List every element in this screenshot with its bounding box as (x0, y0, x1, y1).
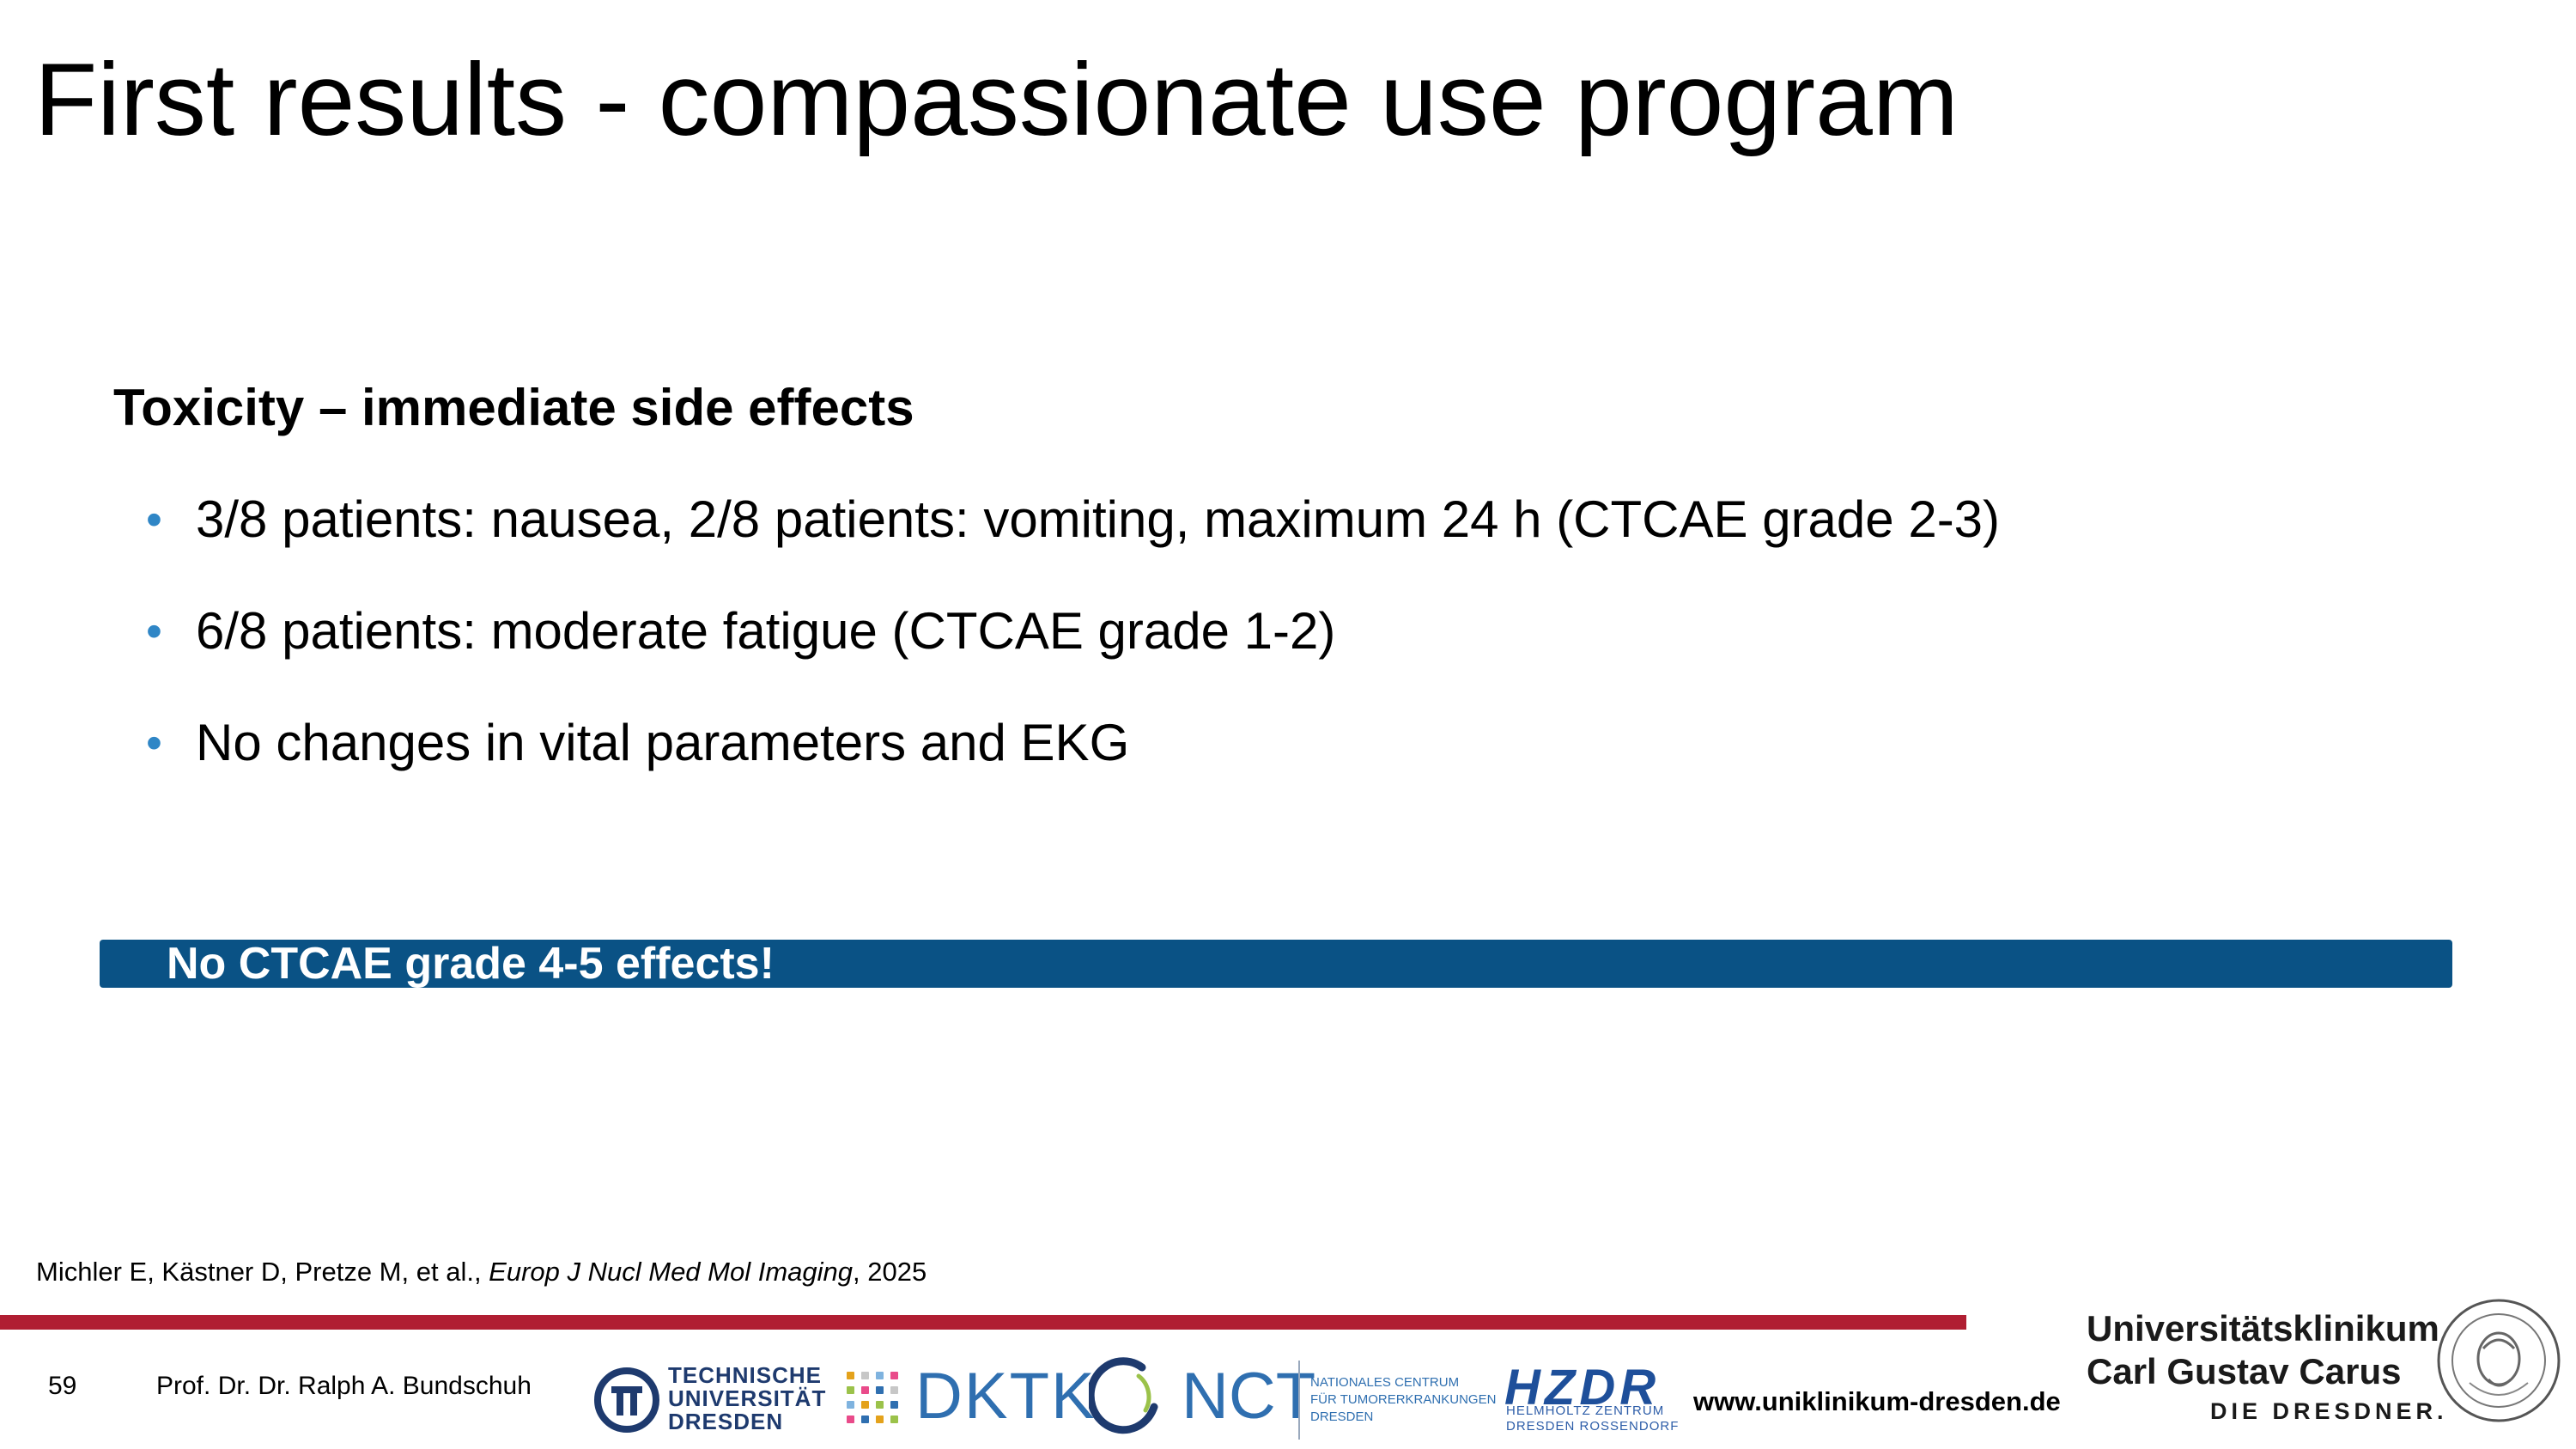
bullet-item: • 3/8 patients: nausea, 2/8 patients: vom… (146, 488, 2000, 551)
hzdr-sub-line: DRESDEN ROSSENDORF (1506, 1419, 1680, 1434)
bullet-icon: • (146, 606, 162, 657)
bullet-item: • 6/8 patients: moderate fatigue (CTCAE g… (146, 600, 2000, 663)
dktk-dots-icon (847, 1372, 900, 1425)
bullet-icon: • (146, 494, 162, 545)
page-number: 59 (48, 1372, 77, 1400)
tud-line-3: DRESDEN (668, 1409, 784, 1434)
tud-line-1: TECHNISCHE (668, 1362, 823, 1388)
dktk-logo-text: DKTK (915, 1360, 1097, 1433)
citation-journal: Europ J Nucl Med Mol Imaging (489, 1257, 854, 1287)
tud-line-2: UNIVERSITÄT (668, 1385, 827, 1411)
uniklinikum-slogan: DIE DRESDNER. (2210, 1398, 2448, 1424)
bullet-text: No changes in vital parameters and EKG (196, 714, 1130, 771)
carl-gustav-carus-seal-icon (2435, 1297, 2562, 1424)
footer-red-rule (0, 1315, 1966, 1330)
hzdr-sub-line: HELMHOLTZ ZENTRUM (1506, 1403, 1665, 1418)
citation-authors: Michler E, Kästner D, Pretze M, et al., (36, 1257, 489, 1287)
banner-text: No CTCAE grade 4-5 effects! (167, 939, 775, 989)
highlight-banner: No CTCAE grade 4-5 effects! (100, 940, 2452, 988)
slide-title: First results - compassionate use progra… (34, 42, 1959, 157)
bullet-text: 6/8 patients: moderate fatigue (CTCAE gr… (196, 602, 1336, 660)
hzdr-subtitle: HELMHOLTZ ZENTRUM DRESDEN ROSSENDORF (1506, 1403, 1679, 1434)
nct-sub-line: FÜR TUMORERKRANKUNGEN (1310, 1392, 1497, 1407)
tu-dresden-emblem-icon (594, 1367, 659, 1433)
nct-subtitle: NATIONALES CENTRUM FÜR TUMORERKRANKUNGEN… (1310, 1374, 1496, 1426)
bullet-list: • 3/8 patients: nausea, 2/8 patients: vom… (146, 488, 2000, 823)
bullet-item: • No changes in vital parameters and EKG (146, 711, 2000, 775)
citation-year: , 2025 (853, 1257, 927, 1287)
nct-ring-icon (1086, 1357, 1163, 1436)
nct-sub-line: DRESDEN (1310, 1409, 1374, 1424)
uniklinikum-name-line-1: Universitätsklinikum (2087, 1308, 2439, 1349)
nct-logo-text: NCT (1182, 1360, 1316, 1433)
bullet-text: 3/8 patients: nausea, 2/8 patients: vomi… (196, 490, 2001, 548)
bullet-icon: • (146, 717, 162, 769)
hzdr-logo-text: HZDR (1504, 1360, 1661, 1416)
uniklinikum-name-line-2: Carl Gustav Carus (2087, 1351, 2402, 1391)
nct-sub-line: NATIONALES CENTRUM (1310, 1375, 1460, 1390)
footer-url[interactable]: www.uniklinikum-dresden.de (1693, 1386, 2061, 1416)
section-heading: Toxicity – immediate side effects (113, 379, 914, 436)
tu-dresden-logo: TECHNISCHE UNIVERSITÄT DRESDEN (594, 1362, 825, 1436)
logo-divider (1298, 1361, 1300, 1440)
citation: Michler E, Kästner D, Pretze M, et al., … (36, 1257, 927, 1288)
footer-author: Prof. Dr. Dr. Ralph A. Bundschuh (156, 1372, 532, 1400)
